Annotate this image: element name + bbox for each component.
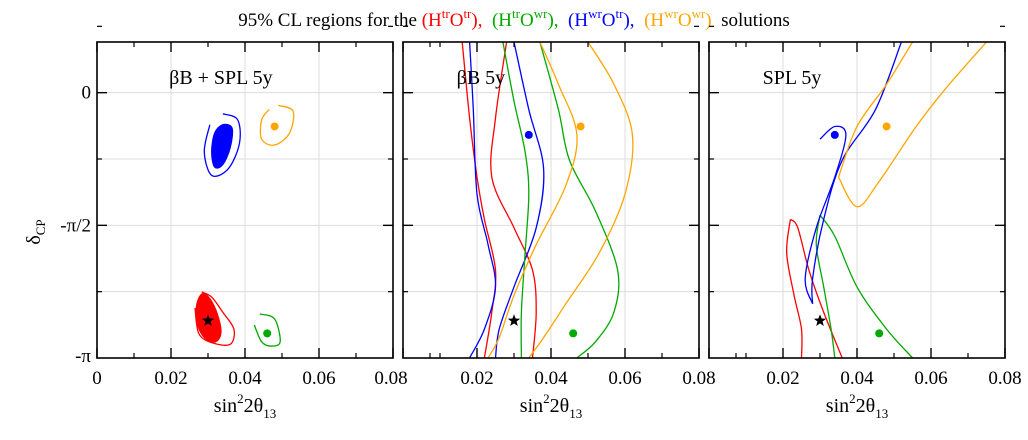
y-axis-label-sub: CP xyxy=(33,219,48,235)
contour-4 xyxy=(259,104,295,146)
x-tick-label: 0.02 xyxy=(154,368,187,389)
x-tick-label: 0.06 xyxy=(608,368,641,389)
x-tick-label: 0.02 xyxy=(460,368,493,389)
contour-6 xyxy=(837,42,914,178)
contours xyxy=(786,42,987,358)
fit-point-1 xyxy=(882,122,891,131)
title-solution-3: (HwrOwr) xyxy=(644,6,721,31)
true-point-star xyxy=(507,314,521,326)
fit-point-1 xyxy=(270,122,279,131)
fit-point-0 xyxy=(263,329,272,338)
fit-point-1 xyxy=(576,122,585,131)
ticks xyxy=(708,25,1006,358)
grid xyxy=(709,42,1005,358)
x-tick-label: 0.06 xyxy=(302,368,335,389)
contour-1 xyxy=(194,291,236,346)
contour-2 xyxy=(819,214,913,358)
contour-2 xyxy=(211,123,234,169)
contour-4 xyxy=(502,42,530,358)
chart-title: 95% CL regions for the (HtrOtr), (HtrOwr… xyxy=(238,6,790,31)
x-tick-label: 0.08 xyxy=(682,368,715,389)
contour-0 xyxy=(461,42,497,358)
fit-point-2 xyxy=(875,329,884,338)
title-solution-0: (HtrOtr), xyxy=(422,6,492,31)
x-tick-label: 0.06 xyxy=(914,368,947,389)
contour-5 xyxy=(804,125,847,305)
contour-3 xyxy=(494,42,545,358)
x-tick-label: 0.08 xyxy=(988,368,1021,389)
contour-1 xyxy=(490,42,537,358)
contour-6 xyxy=(487,42,578,358)
contour-5 xyxy=(253,313,281,347)
contour-4 xyxy=(811,42,903,304)
x-tick-label: 0.04 xyxy=(534,368,568,389)
grid xyxy=(403,42,699,358)
title-suffix: solutions xyxy=(721,10,790,31)
y-axis-label-base: δ xyxy=(23,235,45,244)
grid xyxy=(97,42,393,358)
x-axis-label: sin22θ13 xyxy=(520,391,582,421)
contour-2 xyxy=(468,42,497,358)
contour-5 xyxy=(539,42,620,358)
contours xyxy=(194,104,295,347)
panel-beta-beam: 0.02 0.04 0.06 0.08 βB 5y sin22θ13 xyxy=(402,25,737,421)
x-tick-label: 0.04 xyxy=(228,368,262,389)
title-solution-1: (HtrOwr), xyxy=(492,6,568,31)
ticks xyxy=(96,25,431,358)
fit-point-2 xyxy=(569,329,578,338)
title-solution-2: (HwrOtr), xyxy=(568,6,644,31)
x-tick-label: 0 xyxy=(92,368,102,389)
true-point-star xyxy=(201,314,215,326)
panel-label: βB + SPL 5y xyxy=(169,67,273,89)
title-prefix: 95% CL regions for the xyxy=(238,10,421,31)
y-tick-label: -π/2 xyxy=(60,215,91,236)
true-point-star xyxy=(813,314,827,326)
contour-1 xyxy=(786,219,803,358)
ticks xyxy=(402,25,737,358)
svg-text:δCP: δCP xyxy=(23,219,48,244)
x-tick-label: 0.04 xyxy=(840,368,874,389)
panel-beta-beam-spl: 0 0.02 0.04 0.06 0.08 -π -π/2 0 βB + SPL 5y sin22… xyxy=(60,25,431,421)
contour-0 xyxy=(789,218,843,358)
contours xyxy=(461,42,634,358)
contour-3 xyxy=(203,113,241,177)
x-tick-label: 0.02 xyxy=(766,368,799,389)
panel-label: SPL 5y xyxy=(763,67,822,89)
contour-7 xyxy=(528,42,634,358)
y-axis-label: δCP xyxy=(23,219,48,244)
y-tick-label: -π xyxy=(75,346,91,367)
contour-7 xyxy=(837,42,987,208)
panel-spl: 0.02 0.04 0.06 0.08 SPL 5y sin22θ13 xyxy=(708,25,1022,421)
fit-point-0 xyxy=(830,130,839,139)
panel-label: βB 5y xyxy=(457,67,506,89)
contour-3 xyxy=(815,215,836,358)
x-axis-label: sin22θ13 xyxy=(214,391,276,421)
x-axis-label: sin22θ13 xyxy=(826,391,888,421)
y-tick-label: 0 xyxy=(82,83,92,104)
x-tick-label: 0.08 xyxy=(374,368,407,389)
fit-point-0 xyxy=(524,130,533,139)
